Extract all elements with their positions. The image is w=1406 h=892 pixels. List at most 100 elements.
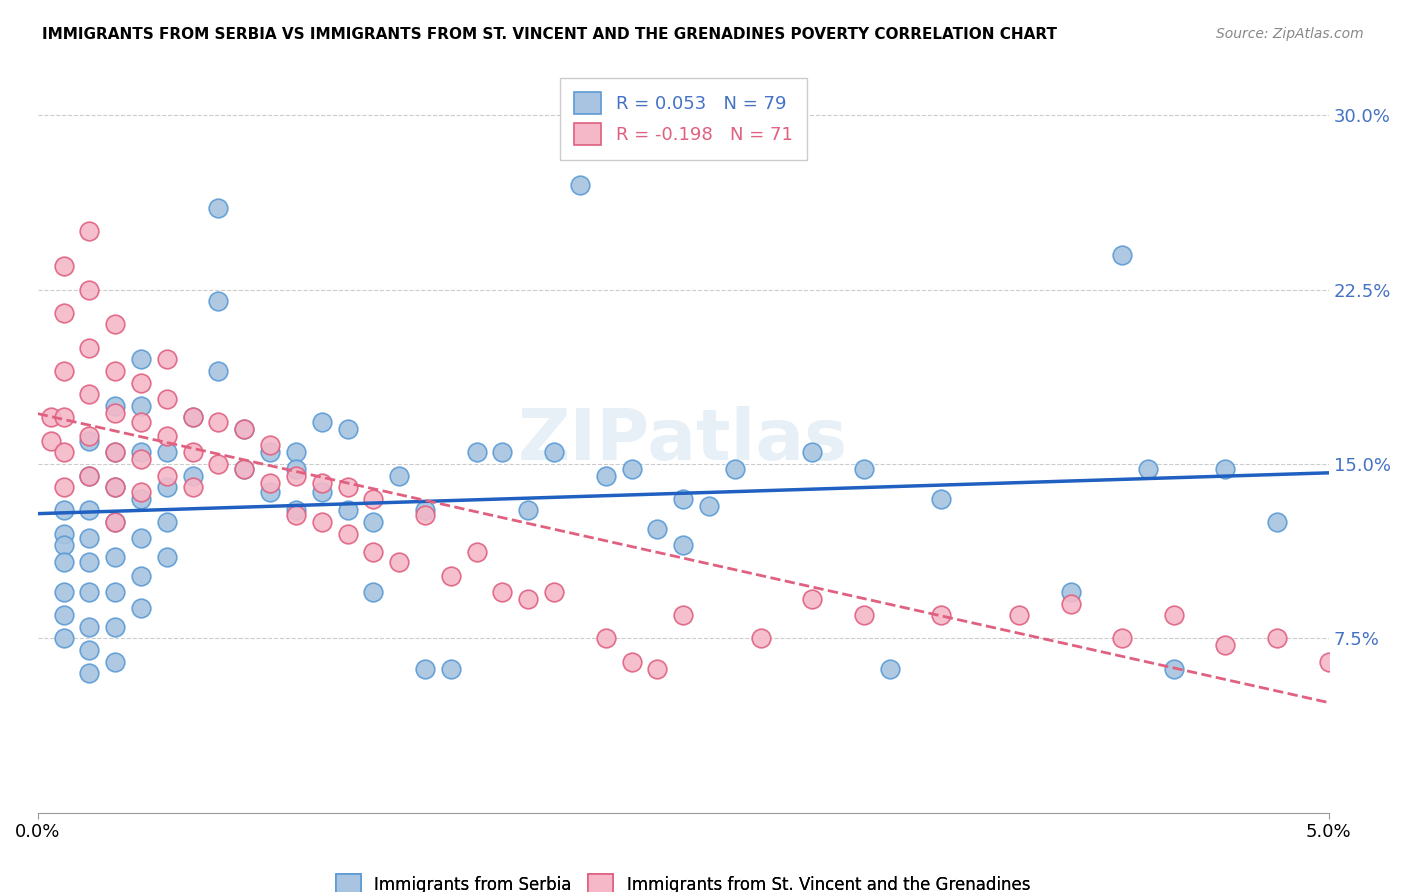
Point <box>52 632 75 646</box>
Point <box>491 445 513 459</box>
Point <box>156 468 179 483</box>
Point <box>52 364 75 378</box>
Point <box>311 475 333 490</box>
Point <box>672 491 695 506</box>
Point <box>413 503 436 517</box>
Point <box>440 662 463 676</box>
Point <box>156 515 179 529</box>
Point <box>284 445 307 459</box>
Point <box>207 457 229 471</box>
Point <box>104 445 127 459</box>
Point <box>1163 662 1185 676</box>
Point <box>336 480 359 494</box>
Point <box>363 491 385 506</box>
Point <box>156 445 179 459</box>
Point <box>79 666 101 681</box>
Point <box>207 415 229 429</box>
Point <box>1395 671 1406 685</box>
Point <box>620 461 643 475</box>
Point <box>181 468 204 483</box>
Point <box>79 643 101 657</box>
Point <box>79 532 101 546</box>
Point <box>104 655 127 669</box>
Point <box>156 352 179 367</box>
Point <box>620 655 643 669</box>
Point <box>79 224 101 238</box>
Point <box>129 601 152 615</box>
Point <box>129 415 152 429</box>
Point <box>852 461 875 475</box>
Point <box>52 503 75 517</box>
Point <box>52 538 75 552</box>
Point <box>259 484 281 499</box>
Point <box>1215 639 1237 653</box>
Point <box>801 591 824 606</box>
Point <box>440 568 463 582</box>
Point <box>336 526 359 541</box>
Point <box>104 445 127 459</box>
Point <box>336 422 359 436</box>
Point <box>1265 515 1288 529</box>
Point <box>156 480 179 494</box>
Point <box>181 410 204 425</box>
Point <box>388 555 411 569</box>
Point <box>104 620 127 634</box>
Point <box>79 620 101 634</box>
Point <box>413 662 436 676</box>
Point <box>1215 461 1237 475</box>
Point <box>1008 608 1031 623</box>
Point <box>233 422 256 436</box>
Point <box>1059 585 1081 599</box>
Point <box>879 662 901 676</box>
Point <box>801 445 824 459</box>
Point <box>259 475 281 490</box>
Text: Source: ZipAtlas.com: Source: ZipAtlas.com <box>1216 27 1364 41</box>
Point <box>129 532 152 546</box>
Point <box>1163 608 1185 623</box>
Point <box>284 508 307 523</box>
Point <box>931 491 953 506</box>
Point <box>647 662 669 676</box>
Point <box>1111 247 1133 261</box>
Point <box>181 410 204 425</box>
Point <box>129 352 152 367</box>
Point <box>363 585 385 599</box>
Point <box>52 410 75 425</box>
Point <box>79 503 101 517</box>
Point <box>104 549 127 564</box>
Point <box>517 503 540 517</box>
Point <box>156 392 179 406</box>
Point <box>104 585 127 599</box>
Point <box>233 461 256 475</box>
Point <box>52 259 75 273</box>
Point <box>79 387 101 401</box>
Point <box>672 608 695 623</box>
Text: IMMIGRANTS FROM SERBIA VS IMMIGRANTS FROM ST. VINCENT AND THE GRENADINES POVERTY: IMMIGRANTS FROM SERBIA VS IMMIGRANTS FRO… <box>42 27 1057 42</box>
Point <box>79 555 101 569</box>
Point <box>931 608 953 623</box>
Point <box>465 545 488 559</box>
Point <box>311 484 333 499</box>
Point <box>568 178 591 192</box>
Point <box>181 445 204 459</box>
Point <box>363 515 385 529</box>
Point <box>1265 632 1288 646</box>
Point <box>388 468 411 483</box>
Point <box>79 341 101 355</box>
Point <box>311 515 333 529</box>
Point <box>129 452 152 467</box>
Point <box>52 526 75 541</box>
Point <box>104 480 127 494</box>
Point <box>104 399 127 413</box>
Point <box>1059 597 1081 611</box>
Legend: Immigrants from Serbia, Immigrants from St. Vincent and the Grenadines: Immigrants from Serbia, Immigrants from … <box>328 866 1039 892</box>
Point <box>79 434 101 448</box>
Point <box>363 545 385 559</box>
Point <box>104 406 127 420</box>
Point <box>336 503 359 517</box>
Point <box>749 632 772 646</box>
Point <box>156 429 179 443</box>
Point <box>104 515 127 529</box>
Text: ZIPatlas: ZIPatlas <box>519 406 848 475</box>
Point <box>52 480 75 494</box>
